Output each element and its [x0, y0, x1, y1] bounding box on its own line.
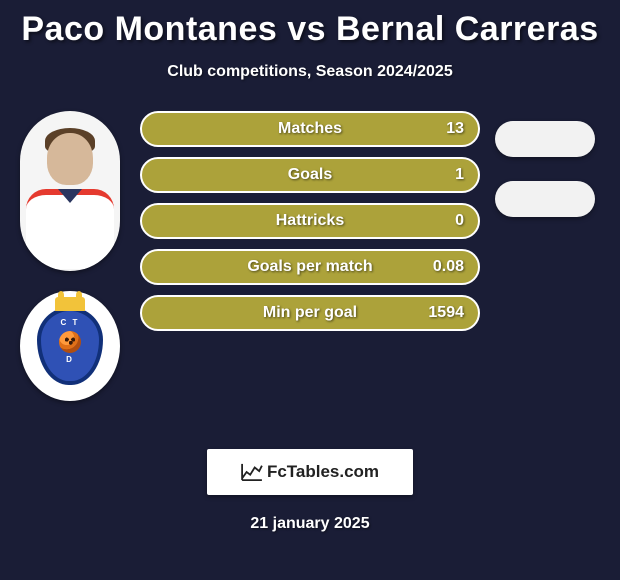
stat-bar-min-per-goal: Min per goal 1594 — [140, 295, 480, 331]
subtitle: Club competitions, Season 2024/2025 — [0, 63, 620, 81]
comparison-content: C T D Matches 13 Goals 1 Hattricks 0 Goa… — [0, 111, 620, 421]
brand-badge: FcTables.com — [207, 449, 413, 495]
avatar-jersey-v — [58, 189, 82, 203]
stat-label: Hattricks — [142, 212, 478, 230]
left-player-column: C T D — [10, 111, 130, 401]
stat-value: 13 — [446, 120, 464, 138]
club-ball-icon — [59, 331, 81, 353]
club-letters-bottom: D — [66, 355, 74, 364]
stat-label: Goals — [142, 166, 478, 184]
stat-label: Goals per match — [142, 258, 478, 276]
player-avatar-left — [20, 111, 120, 271]
stat-value: 1 — [455, 166, 464, 184]
player-avatar-right-placeholder — [495, 121, 595, 157]
stat-bar-goals-per-match: Goals per match 0.08 — [140, 249, 480, 285]
club-shield: C T D — [37, 307, 103, 385]
brand-text: FcTables.com — [267, 462, 379, 482]
avatar-torso — [26, 189, 114, 269]
stat-bars: Matches 13 Goals 1 Hattricks 0 Goals per… — [140, 111, 480, 331]
stat-bar-goals: Goals 1 — [140, 157, 480, 193]
stat-label: Matches — [142, 120, 478, 138]
brand-chart-icon — [241, 463, 263, 481]
club-letters-top: C T — [61, 318, 80, 327]
avatar-head — [47, 133, 93, 185]
stat-value: 0.08 — [433, 258, 464, 276]
stat-bar-hattricks: Hattricks 0 — [140, 203, 480, 239]
stat-value: 0 — [455, 212, 464, 230]
page-title: Paco Montanes vs Bernal Carreras — [0, 0, 620, 49]
stat-bar-matches: Matches 13 — [140, 111, 480, 147]
right-player-column — [490, 121, 600, 217]
club-badge-left: C T D — [20, 291, 120, 401]
stat-label: Min per goal — [142, 304, 478, 322]
date-text: 21 january 2025 — [0, 515, 620, 533]
stat-value: 1594 — [428, 304, 464, 322]
club-crown-icon — [55, 297, 85, 311]
club-badge-right-placeholder — [495, 181, 595, 217]
